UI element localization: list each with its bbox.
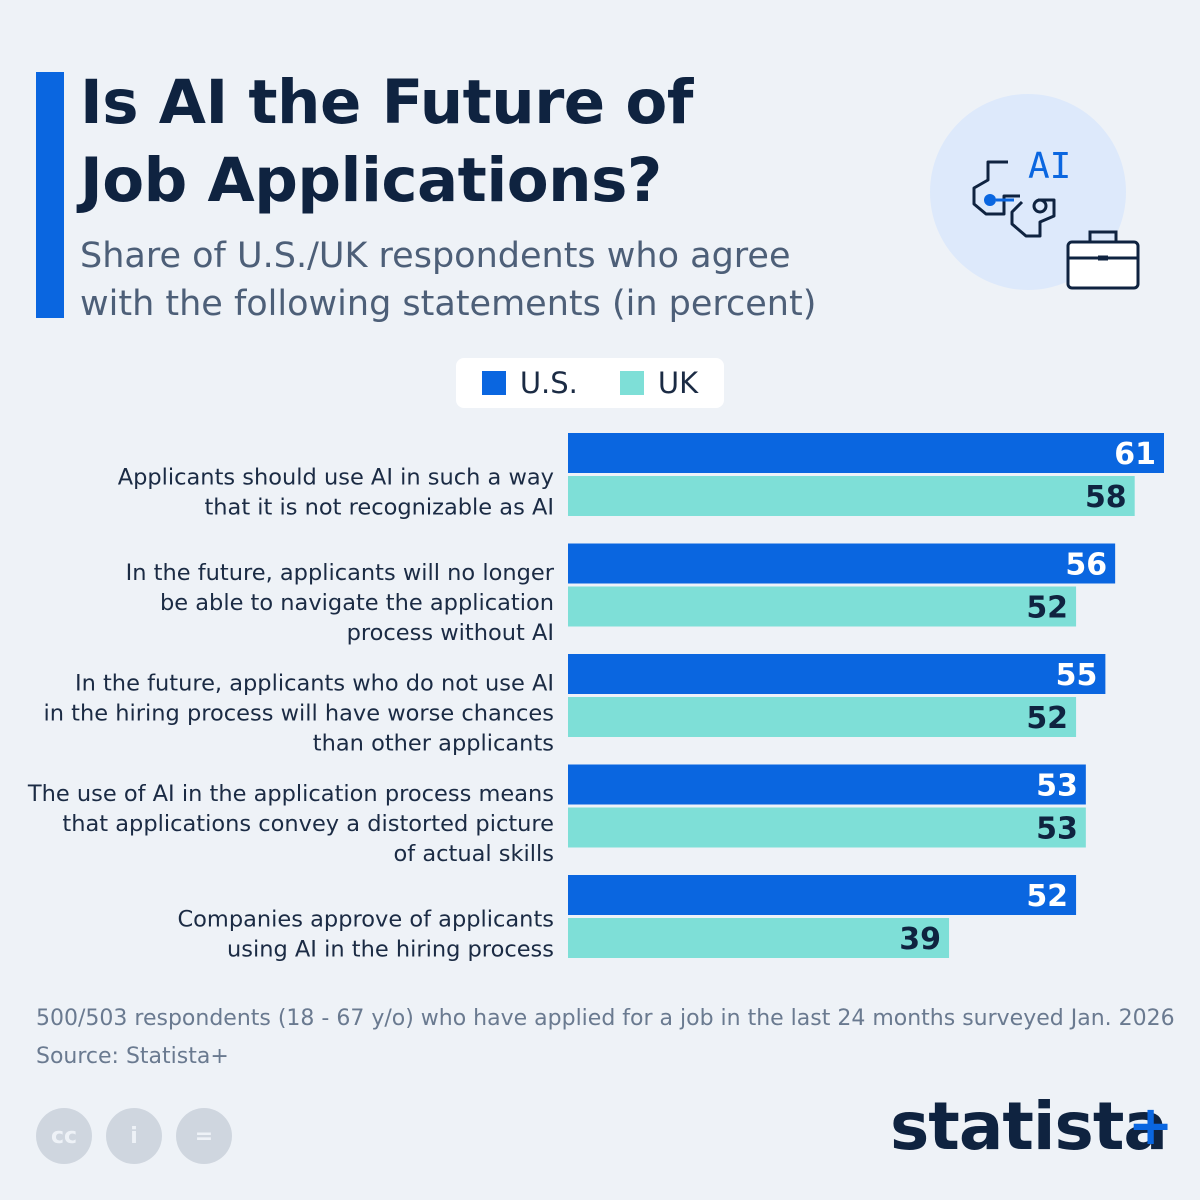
circuit-node-icon [984, 194, 996, 206]
legend-swatch-uk [619, 371, 644, 395]
data-label: 53 [1036, 769, 1078, 804]
legend-item-uk: UK [619, 366, 699, 400]
creative-commons-icon[interactable]: cc [36, 1108, 92, 1164]
ai-label: AI [1028, 146, 1071, 187]
data-label: 58 [1085, 480, 1127, 515]
bar-uk [568, 697, 1077, 737]
page-subtitle: Share of U.S./UK respondents who agree w… [80, 232, 880, 328]
chart-legend: U.S. UK [456, 358, 724, 408]
bar-us [568, 764, 1086, 805]
briefcase-icon [1066, 240, 1140, 290]
category-label: than other applicants [313, 731, 554, 757]
category-label: using AI in the hiring process [227, 937, 554, 963]
subtitle-line-2: with the following statements (in percen… [80, 284, 817, 324]
statista-logo[interactable]: statista [890, 1088, 1168, 1165]
data-label: 55 [1056, 658, 1098, 693]
bar-us [568, 654, 1106, 694]
bar-us [568, 433, 1164, 473]
survey-note: 500/503 respondents (18 - 67 y/o) who ha… [36, 1006, 1175, 1031]
legend-item-us: U.S. [481, 366, 578, 400]
circuit-node-outline-icon [1032, 198, 1048, 214]
category-label: In the future, applicants will no longer [126, 560, 555, 586]
legend-label-uk: UK [657, 366, 699, 400]
title-line-2: Job Applications? [80, 145, 662, 216]
title-line-1: Is AI the Future of [80, 67, 693, 138]
bar-uk [568, 918, 950, 958]
category-label: that applications convey a distorted pic… [62, 811, 554, 837]
source-note: Source: Statista+ [36, 1044, 229, 1069]
bar-us [568, 875, 1077, 915]
category-label: that it is not recognizable as AI [204, 495, 554, 521]
ai-head-icon [972, 160, 1020, 216]
title-accent-bar [36, 72, 64, 318]
data-label: 39 [899, 922, 941, 957]
no-derivatives-icon[interactable]: = [176, 1108, 232, 1164]
data-label: 52 [1026, 701, 1068, 736]
category-label: be able to navigate the application [160, 590, 554, 616]
data-label: 52 [1026, 591, 1068, 626]
category-label: In the future, applicants who do not use… [75, 671, 554, 697]
page-title: Is AI the Future of Job Applications? [80, 64, 860, 220]
chart-footnote: 500/503 respondents (18 - 67 y/o) who ha… [36, 1000, 1176, 1076]
bar-us [568, 543, 1116, 584]
bar-uk [568, 476, 1135, 516]
category-label: in the hiring process will have worse ch… [44, 701, 554, 727]
category-label: Companies approve of applicants [177, 907, 554, 933]
category-label: process without AI [347, 620, 554, 646]
attribution-icon[interactable]: i [106, 1108, 162, 1164]
ai-briefcase-icon: AI [930, 94, 1140, 290]
statista-plus-icon: + [1128, 1094, 1174, 1157]
category-label: Applicants should use AI in such a way [118, 465, 554, 491]
bar-uk [568, 807, 1086, 848]
license-icons: cc i = [36, 1108, 232, 1164]
data-label: 56 [1065, 548, 1107, 583]
ai-brain-icon [1010, 198, 1056, 238]
legend-label-us: U.S. [519, 366, 578, 400]
legend-swatch-us [481, 371, 506, 395]
category-label: of actual skills [394, 841, 555, 867]
data-label: 52 [1026, 879, 1068, 914]
data-label: 53 [1036, 812, 1078, 847]
bar-uk [568, 586, 1077, 627]
subtitle-line-1: Share of U.S./UK respondents who agree [80, 236, 791, 276]
category-label: The use of AI in the application process… [27, 781, 554, 807]
data-label: 61 [1114, 437, 1156, 472]
